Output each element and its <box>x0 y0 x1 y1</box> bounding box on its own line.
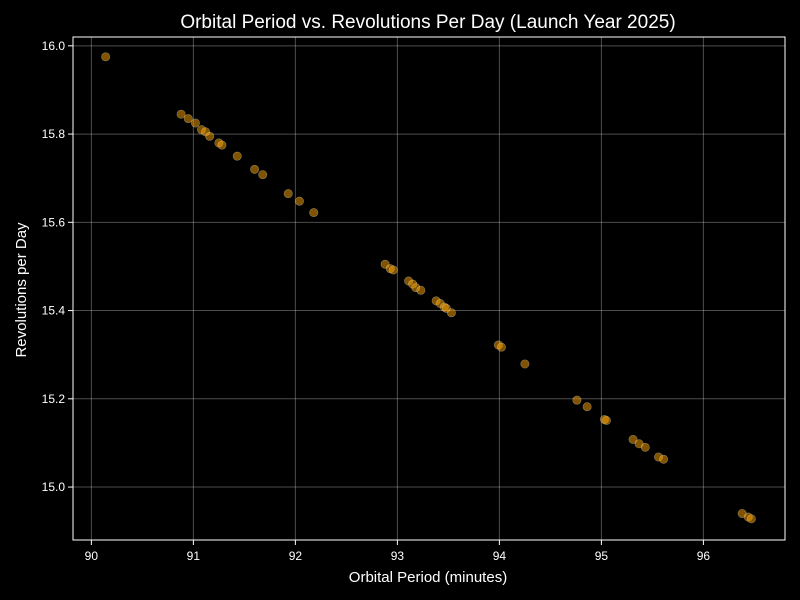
y-axis-label: Revolutions per Day <box>13 222 30 358</box>
data-point <box>659 454 669 464</box>
data-point <box>309 208 319 218</box>
data-point <box>496 342 506 352</box>
y-tick-label: 16.0 <box>42 39 66 53</box>
data-point <box>582 402 592 412</box>
x-tick-label: 96 <box>697 549 711 563</box>
data-point <box>572 395 582 405</box>
data-point <box>176 109 186 119</box>
data-point <box>628 434 638 444</box>
y-tick-label: 15.8 <box>42 127 66 141</box>
chart-title: Orbital Period vs. Revolutions Per Day (… <box>180 12 675 33</box>
data-point <box>388 265 398 275</box>
data-point <box>520 359 530 369</box>
x-tick-label: 94 <box>493 549 507 563</box>
data-point <box>258 170 268 180</box>
data-point <box>416 285 426 295</box>
data-point <box>250 164 260 174</box>
data-point <box>101 52 111 62</box>
y-tick-label: 15.2 <box>42 392 66 406</box>
data-point <box>294 196 304 206</box>
data-point <box>283 189 293 199</box>
grid-layer <box>73 37 785 540</box>
data-point <box>205 131 215 141</box>
y-tick-label: 15.6 <box>42 215 66 229</box>
plot-frame <box>72 36 786 541</box>
ticks-layer: 90 91 92 93 94 95 96 15.0 15.2 15.4 15.6 15.8 16.0 <box>42 39 711 563</box>
x-tick-label: 91 <box>187 549 201 563</box>
x-tick-label: 95 <box>595 549 609 563</box>
x-tick-label: 92 <box>289 549 303 563</box>
data-point <box>746 514 756 524</box>
y-tick-label: 15.0 <box>42 480 66 494</box>
points-layer <box>101 52 756 524</box>
data-point <box>640 442 650 452</box>
data-point <box>190 118 200 128</box>
data-point <box>601 415 611 425</box>
x-tick-label: 90 <box>85 549 99 563</box>
data-point <box>217 140 227 150</box>
data-point <box>232 151 242 161</box>
data-point <box>183 114 193 124</box>
x-tick-label: 93 <box>391 549 405 563</box>
x-axis-label: Orbital Period (minutes) <box>349 569 507 586</box>
y-tick-label: 15.4 <box>42 304 66 318</box>
data-point <box>446 308 456 318</box>
